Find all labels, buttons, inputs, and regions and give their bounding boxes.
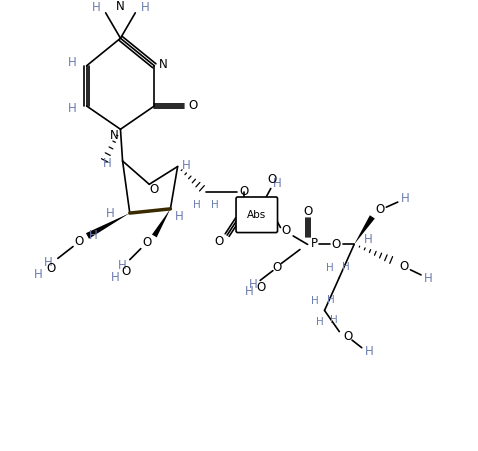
Text: O: O <box>303 205 312 218</box>
Text: H: H <box>315 318 323 327</box>
Text: H: H <box>175 210 184 222</box>
Text: H: H <box>327 295 335 305</box>
Text: H: H <box>245 285 253 298</box>
Text: O: O <box>75 235 84 248</box>
Text: N: N <box>159 59 168 71</box>
Text: H: H <box>211 200 218 210</box>
Polygon shape <box>86 213 130 239</box>
FancyBboxPatch shape <box>236 197 278 233</box>
Text: H: H <box>182 159 190 172</box>
Text: H: H <box>88 230 98 243</box>
Text: O: O <box>272 261 282 274</box>
Text: O: O <box>400 260 409 273</box>
Polygon shape <box>354 215 375 244</box>
Text: H: H <box>141 1 150 14</box>
Text: H: H <box>311 296 319 306</box>
Text: H: H <box>111 271 120 284</box>
Text: O: O <box>150 183 159 196</box>
Text: H: H <box>326 263 334 273</box>
Text: H: H <box>67 56 76 69</box>
Text: N: N <box>110 129 119 142</box>
Text: O: O <box>121 265 130 277</box>
Text: H: H <box>106 207 114 220</box>
Text: H: H <box>401 192 409 205</box>
Text: H: H <box>342 262 349 272</box>
Text: H: H <box>92 1 100 14</box>
Text: H: H <box>193 200 201 210</box>
Text: O: O <box>239 185 249 198</box>
Text: H: H <box>33 267 42 281</box>
Polygon shape <box>152 209 171 237</box>
Text: H: H <box>365 345 373 359</box>
Text: O: O <box>189 100 198 112</box>
Text: O: O <box>267 173 277 186</box>
Text: O: O <box>214 235 223 248</box>
Text: O: O <box>256 281 266 294</box>
Text: P: P <box>310 237 317 250</box>
Text: H: H <box>67 102 76 115</box>
Text: O: O <box>332 238 341 251</box>
Text: N: N <box>116 0 125 13</box>
Text: O: O <box>343 330 352 343</box>
Text: O: O <box>282 224 291 237</box>
Text: H: H <box>364 233 372 246</box>
Text: O: O <box>46 262 55 276</box>
Text: O: O <box>375 203 384 216</box>
Text: H: H <box>424 272 433 285</box>
Text: O: O <box>142 236 152 249</box>
Text: Abs: Abs <box>247 210 266 220</box>
Text: H: H <box>249 278 258 291</box>
Text: H: H <box>44 256 53 269</box>
Text: H: H <box>118 259 127 272</box>
Text: H: H <box>330 315 337 325</box>
Text: H: H <box>273 177 282 190</box>
Text: H: H <box>103 157 111 170</box>
